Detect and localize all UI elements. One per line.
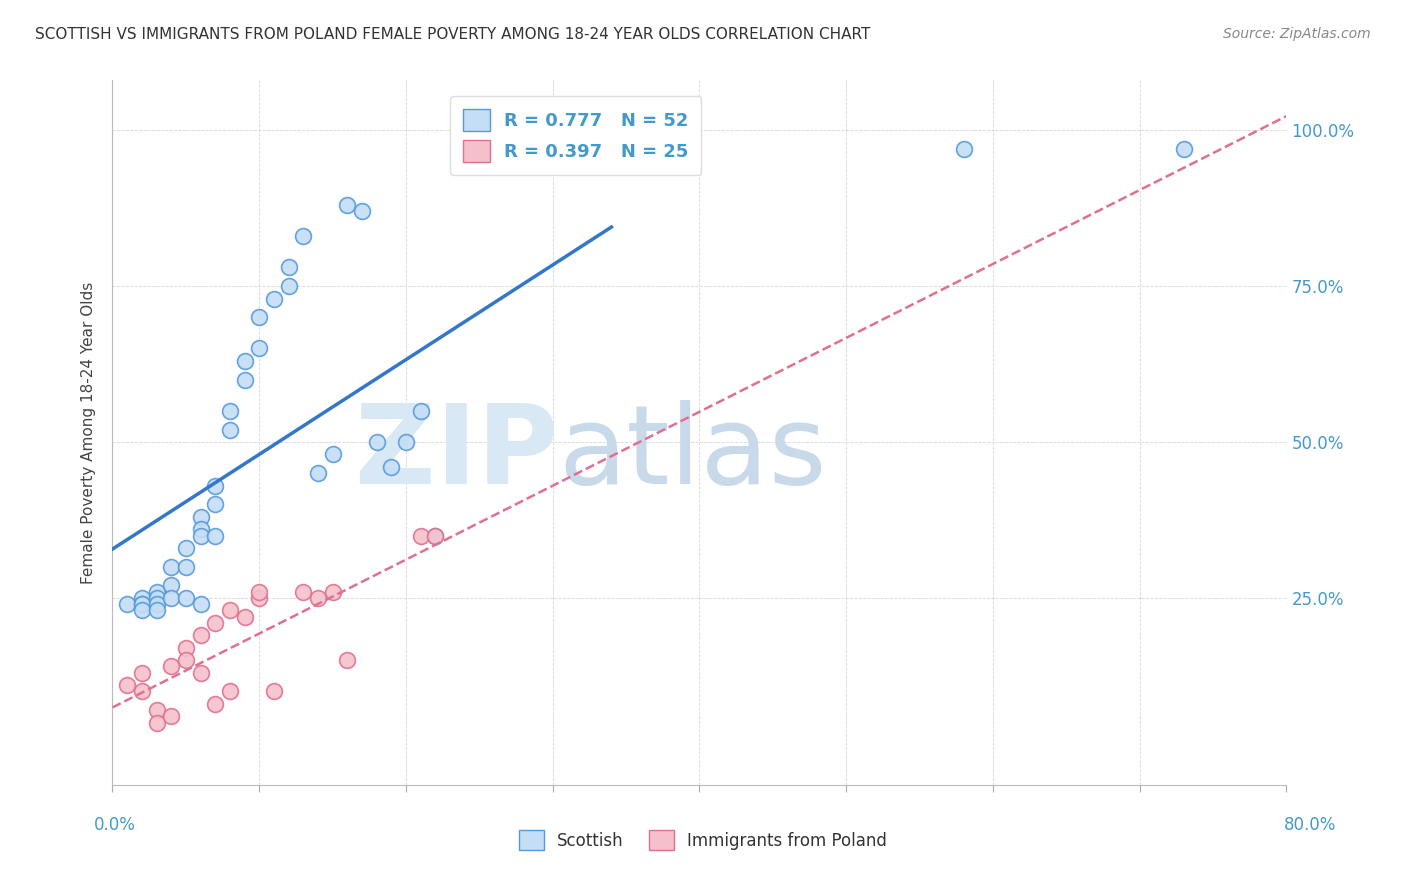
Point — [277, 260, 299, 275]
Text: ZIP: ZIP — [356, 401, 558, 508]
Point — [425, 528, 447, 542]
Point — [233, 373, 256, 387]
Point — [557, 142, 579, 156]
Point — [160, 709, 183, 723]
Point — [160, 578, 183, 592]
Point — [307, 591, 329, 605]
Point — [409, 404, 432, 418]
Point — [160, 591, 183, 605]
Legend: R = 0.777   N = 52, R = 0.397   N = 25: R = 0.777 N = 52, R = 0.397 N = 25 — [450, 96, 702, 175]
Point — [190, 628, 212, 642]
Point — [247, 310, 270, 325]
Point — [219, 684, 242, 698]
Point — [263, 292, 285, 306]
Point — [145, 703, 167, 717]
Point — [322, 447, 344, 461]
Point — [322, 584, 344, 599]
Point — [115, 678, 138, 692]
Point — [219, 603, 242, 617]
Text: SCOTTISH VS IMMIGRANTS FROM POLAND FEMALE POVERTY AMONG 18-24 YEAR OLDS CORRELAT: SCOTTISH VS IMMIGRANTS FROM POLAND FEMAL… — [35, 27, 870, 42]
Point — [571, 142, 593, 156]
Y-axis label: Female Poverty Among 18-24 Year Olds: Female Poverty Among 18-24 Year Olds — [80, 282, 96, 583]
Point — [174, 591, 197, 605]
Point — [204, 497, 226, 511]
Point — [145, 715, 167, 730]
Point — [190, 528, 212, 542]
Point — [190, 509, 212, 524]
Point — [145, 591, 167, 605]
Point — [247, 584, 270, 599]
Point — [131, 684, 153, 698]
Point — [145, 603, 167, 617]
Point — [366, 434, 388, 449]
Point — [204, 528, 226, 542]
Point — [204, 615, 226, 630]
Point — [277, 279, 299, 293]
Point — [585, 142, 607, 156]
Point — [425, 528, 447, 542]
Point — [233, 354, 256, 368]
Point — [131, 597, 153, 611]
Point — [174, 653, 197, 667]
Point — [190, 597, 212, 611]
Point — [395, 434, 418, 449]
Point — [145, 597, 167, 611]
Point — [263, 684, 285, 698]
Point — [247, 342, 270, 356]
Point — [307, 466, 329, 480]
Point — [219, 423, 242, 437]
Point — [292, 229, 315, 244]
Point — [190, 665, 212, 680]
Point — [160, 559, 183, 574]
Text: 0.0%: 0.0% — [94, 816, 136, 834]
Point — [174, 640, 197, 655]
Text: atlas: atlas — [558, 401, 827, 508]
Point — [409, 528, 432, 542]
Point — [247, 591, 270, 605]
Point — [336, 653, 359, 667]
Point — [380, 459, 402, 474]
Text: Source: ZipAtlas.com: Source: ZipAtlas.com — [1223, 27, 1371, 41]
Point — [541, 142, 564, 156]
Point — [233, 609, 256, 624]
Legend: Scottish, Immigrants from Poland: Scottish, Immigrants from Poland — [512, 823, 894, 857]
Point — [131, 591, 153, 605]
Point — [115, 597, 138, 611]
Point — [219, 404, 242, 418]
Point — [145, 584, 167, 599]
Point — [1173, 142, 1195, 156]
Text: 80.0%: 80.0% — [1284, 816, 1337, 834]
Point — [952, 142, 974, 156]
Point — [190, 522, 212, 536]
Point — [600, 142, 623, 156]
Point — [131, 597, 153, 611]
Point — [174, 559, 197, 574]
Point — [336, 198, 359, 212]
Point — [174, 541, 197, 555]
Point — [571, 142, 593, 156]
Point — [350, 204, 373, 219]
Point — [204, 697, 226, 711]
Point — [204, 478, 226, 492]
Point — [585, 142, 607, 156]
Point — [292, 584, 315, 599]
Point — [557, 142, 579, 156]
Point — [557, 142, 579, 156]
Point — [131, 603, 153, 617]
Point — [160, 659, 183, 673]
Point — [131, 665, 153, 680]
